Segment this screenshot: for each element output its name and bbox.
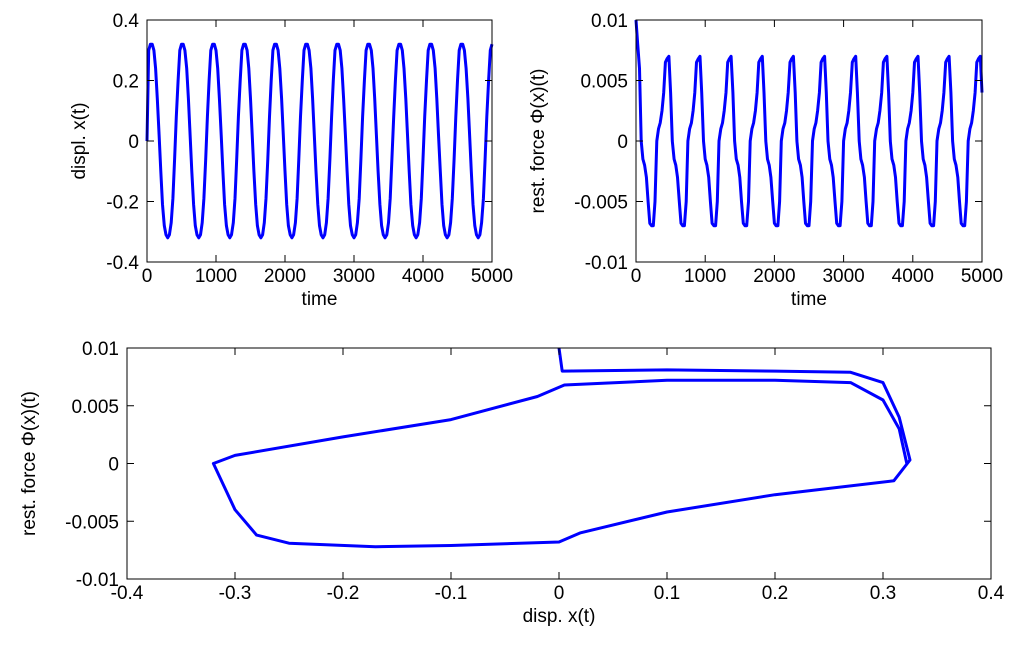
x-tick-label: 3000 xyxy=(333,266,375,287)
x-axis-label: disp. x(t) xyxy=(523,606,596,627)
x-tick-label: 0.4 xyxy=(978,583,1005,604)
y-axis-label: rest. force Φ(x)(t) xyxy=(19,391,40,536)
x-tick-label: 0.2 xyxy=(762,583,788,604)
x-tick-label: 1000 xyxy=(195,266,237,287)
y-tick-label: 0.005 xyxy=(71,397,119,418)
y-tick-label: 0.01 xyxy=(82,339,119,360)
x-tick-label: -0.2 xyxy=(327,583,360,604)
y-tick-label: -0.01 xyxy=(76,570,119,591)
data-line xyxy=(634,19,984,228)
x-axis-label: time xyxy=(791,289,827,310)
y-tick-label: 0 xyxy=(128,132,139,153)
x-tick-label: 0.3 xyxy=(870,583,896,604)
x-tick-label: -0.4 xyxy=(111,583,144,604)
y-tick-label: 0.005 xyxy=(580,72,628,93)
y-tick-label: 0.4 xyxy=(113,11,140,32)
x-tick-label: 5000 xyxy=(471,266,513,287)
y-axis-label: rest. force Φ(x)(t) xyxy=(528,69,549,214)
y-tick-label: -0.2 xyxy=(106,193,139,214)
y-tick-label: 0 xyxy=(617,132,628,153)
y-tick-label: -0.005 xyxy=(65,512,119,533)
y-tick-label: -0.01 xyxy=(585,253,628,274)
axes-background xyxy=(127,348,991,579)
x-tick-label: 0 xyxy=(142,266,153,287)
y-tick-label: 0.01 xyxy=(591,11,628,32)
x-tick-label: 0 xyxy=(554,583,565,604)
y-tick-label: 0 xyxy=(108,455,119,476)
x-tick-label: 2000 xyxy=(753,266,795,287)
x-tick-label: 2000 xyxy=(264,266,306,287)
y-tick-label: 0.2 xyxy=(113,72,139,93)
x-tick-label: -0.1 xyxy=(435,583,468,604)
y-axis-label: displ. x(t) xyxy=(69,102,90,179)
y-tick-label: -0.005 xyxy=(574,193,628,214)
x-tick-label: 4000 xyxy=(892,266,934,287)
x-tick-label: -0.3 xyxy=(219,583,252,604)
x-tick-label: 5000 xyxy=(961,266,1003,287)
data-line xyxy=(145,42,494,240)
x-tick-label: 1000 xyxy=(684,266,726,287)
y-tick-label: -0.4 xyxy=(106,253,139,274)
data-line xyxy=(211,347,912,549)
x-axis-label: time xyxy=(302,289,338,310)
x-tick-label: 0 xyxy=(631,266,642,287)
x-tick-label: 0.1 xyxy=(654,583,680,604)
x-tick-label: 4000 xyxy=(402,266,444,287)
x-tick-label: 3000 xyxy=(822,266,864,287)
